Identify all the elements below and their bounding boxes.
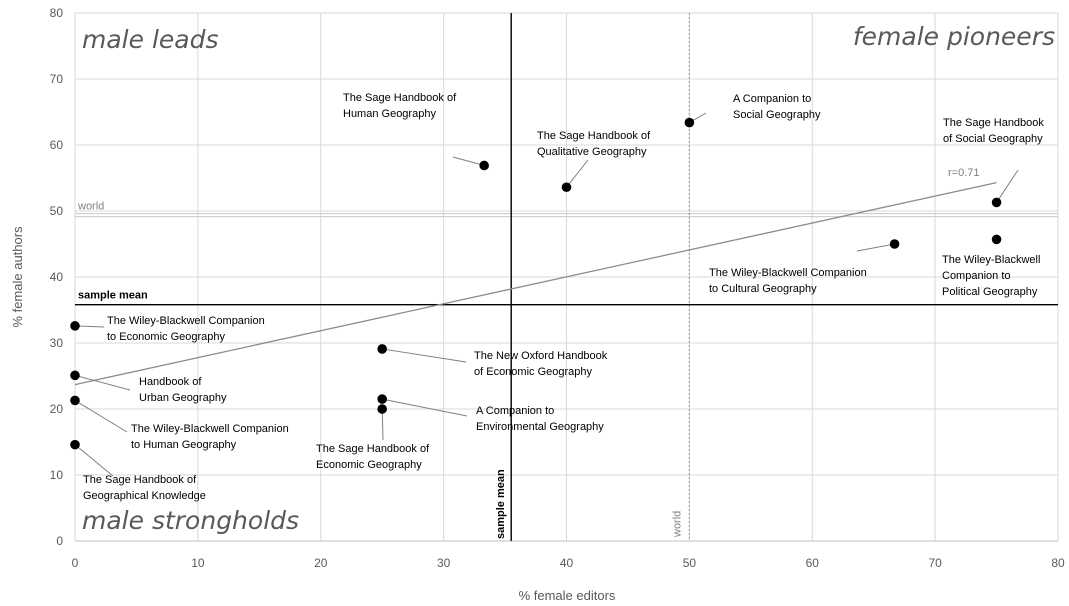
- point-label: A Companion to: [733, 93, 811, 105]
- leader-line: [856, 243, 895, 252]
- data-point: [70, 439, 80, 450]
- sample-mean-label-horizontal: sample mean: [78, 290, 148, 302]
- x-tick-label: 30: [437, 556, 451, 570]
- leader-line: [381, 408, 384, 441]
- point-label: The Wiley-Blackwell Companion: [709, 267, 867, 279]
- data-point: [889, 239, 900, 249]
- quadrant-labels: male leads female pioneers male stronghold…: [82, 22, 1055, 535]
- point-label: Qualitative Geography: [537, 146, 647, 158]
- point-label: Political Geography: [942, 286, 1038, 298]
- sample-mean-label-vertical: sample mean: [495, 469, 507, 539]
- point-label: Handbook of: [139, 376, 202, 388]
- leader-line: [74, 399, 128, 433]
- y-axis-title: % female authors: [10, 226, 25, 328]
- data-point: [377, 394, 387, 404]
- point-label: Human Geography: [343, 108, 436, 120]
- x-tick-label: 80: [1051, 556, 1065, 570]
- data-point: [70, 370, 80, 381]
- label-leader-lines: [74, 112, 1019, 477]
- point-label: A Companion to: [476, 405, 554, 417]
- y-tick-label: 70: [50, 72, 64, 86]
- trendline-group: r=0.71: [74, 167, 997, 386]
- point-label: The Wiley-Blackwell Companion: [131, 423, 289, 435]
- tick-labels: 0 10 20 30 40 50 60 70 80 0 10 20 30 40 50 60 70 80: [50, 6, 1065, 570]
- point-label: The New Oxford Handbook: [474, 350, 608, 362]
- x-tick-label: 20: [314, 556, 328, 570]
- x-tick-label: 50: [683, 556, 697, 570]
- point-label: The Sage Handbook of: [343, 92, 457, 104]
- trendline: [74, 181, 997, 386]
- data-point: [70, 321, 80, 331]
- point-label: Social Geography: [733, 109, 821, 121]
- world-label-horizontal: world: [77, 201, 104, 213]
- x-tick-label: 0: [72, 556, 79, 570]
- point-label: Economic Geography: [316, 459, 422, 471]
- quadrant-label-top-left: male leads: [82, 25, 219, 54]
- quadrant-label-top-right: female pioneers: [853, 22, 1055, 51]
- y-tick-label: 60: [50, 138, 64, 152]
- point-label: of Social Geography: [943, 133, 1043, 145]
- leader-line: [74, 374, 131, 391]
- point-label: to Economic Geography: [107, 331, 226, 343]
- y-tick-label: 40: [50, 270, 64, 284]
- point-label: The Sage Handbook: [943, 117, 1044, 129]
- y-tick-label: 20: [50, 402, 64, 416]
- point-label: to Human Geography: [131, 439, 237, 451]
- point-label: The Sage Handbook of: [83, 474, 197, 486]
- y-tick-label: 80: [50, 6, 64, 20]
- point-label: The Sage Handbook of: [316, 443, 430, 455]
- point-label: Urban Geography: [139, 392, 227, 404]
- data-point: [561, 182, 572, 193]
- x-tick-label: 40: [560, 556, 574, 570]
- leader-line: [996, 169, 1019, 203]
- point-label: Environmental Geography: [476, 421, 604, 433]
- data-point: [479, 160, 489, 171]
- data-point: [377, 344, 387, 354]
- data-points: [70, 117, 1002, 450]
- point-label: Geographical Knowledge: [83, 490, 206, 502]
- point-label: The Wiley-Blackwell: [942, 254, 1040, 266]
- world-label-vertical: world: [671, 511, 683, 538]
- data-point: [377, 404, 387, 414]
- y-tick-label: 30: [50, 336, 64, 350]
- correlation-label: r=0.71: [948, 167, 980, 179]
- data-point: [70, 395, 80, 406]
- leader-line: [382, 398, 468, 417]
- leader-line: [566, 159, 589, 188]
- leader-line: [382, 348, 467, 363]
- leader-line: [74, 444, 114, 477]
- x-tick-label: 70: [928, 556, 942, 570]
- point-label: Companion to: [942, 270, 1011, 282]
- y-tick-label: 0: [56, 534, 63, 548]
- leader-line: [74, 325, 105, 328]
- data-point: [991, 197, 1002, 208]
- point-label: The Wiley-Blackwell Companion: [107, 315, 265, 327]
- x-axis-title: % female editors: [519, 588, 616, 603]
- data-point: [991, 234, 1002, 245]
- data-point: [684, 117, 695, 128]
- quadrant-label-bottom-left: male strongholds: [82, 506, 299, 535]
- leader-line: [452, 156, 485, 166]
- y-tick-label: 50: [50, 204, 64, 218]
- point-label: of Economic Geography: [474, 366, 593, 378]
- point-label: to Cultural Geography: [709, 283, 817, 295]
- gridlines: [74, 12, 1059, 542]
- reference-lines: world world sample mean sample mean: [75, 13, 1058, 541]
- x-tick-label: 10: [191, 556, 205, 570]
- point-labels: The Sage Handbook of Human Geography The S…: [83, 92, 1044, 502]
- point-label: The Sage Handbook of: [537, 130, 651, 142]
- y-tick-label: 10: [50, 468, 64, 482]
- x-tick-label: 60: [806, 556, 820, 570]
